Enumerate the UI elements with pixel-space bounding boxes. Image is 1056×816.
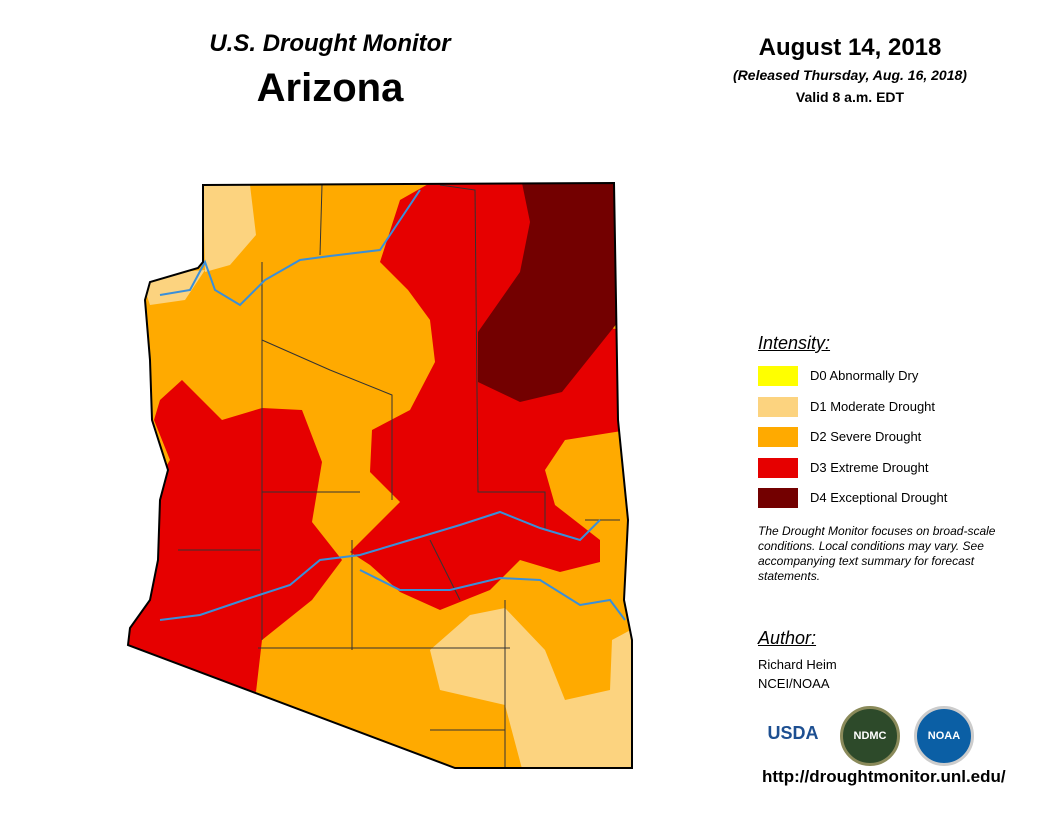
region-d1 [430, 608, 632, 768]
logo: NDMC [840, 706, 900, 766]
author-line: Richard Heim [758, 657, 837, 672]
author-title: Author: [758, 628, 817, 648]
note: The Drought Monitor focuses on broad-sca… [758, 524, 996, 583]
legend-label: D2 Severe Drought [810, 429, 922, 444]
county-lines [178, 184, 620, 768]
map [126, 181, 633, 769]
legend-label: D4 Exceptional Drought [810, 490, 948, 505]
logo: USDA [766, 706, 820, 760]
state-name: Arizona [256, 66, 404, 110]
release-date: (Released Thursday, Aug. 16, 2018) [733, 67, 967, 83]
legend-swatch [758, 427, 798, 447]
state-outline [126, 181, 633, 769]
legend-label: D1 Moderate Drought [810, 398, 936, 414]
map-date: August 14, 2018 [758, 34, 942, 61]
legend-item: D0 Abnormally Dry [758, 366, 1018, 388]
legend-item: D3 Extreme Drought [758, 457, 1018, 480]
author-line: NCEI/NOAA [758, 676, 830, 691]
legend-item: D2 Severe Drought [758, 427, 1018, 449]
legend-label: D3 Extreme Drought [810, 459, 929, 475]
map-title: U.S. Drought Monitor [209, 30, 451, 57]
legend-swatch [758, 457, 798, 478]
legend-title: Intensity: [758, 333, 831, 353]
legend-item: D4 Exceptional Drought [758, 488, 1018, 510]
url[interactable]: http://droughtmonitor.unl.edu/ [762, 767, 1006, 786]
valid-time: Valid 8 a.m. EDT [795, 89, 905, 105]
region-d3 [128, 380, 342, 692]
legend-item: D1 Moderate Drought [758, 396, 1018, 419]
legend-swatch [758, 396, 798, 417]
rivers [159, 189, 626, 621]
legend-label: D0 Abnormally Dry [810, 368, 919, 383]
legend-swatch [758, 488, 798, 508]
region-d4 [478, 183, 618, 402]
region-d3 [350, 183, 628, 610]
logo: NOAA [914, 706, 974, 766]
legend-swatch [758, 366, 798, 386]
